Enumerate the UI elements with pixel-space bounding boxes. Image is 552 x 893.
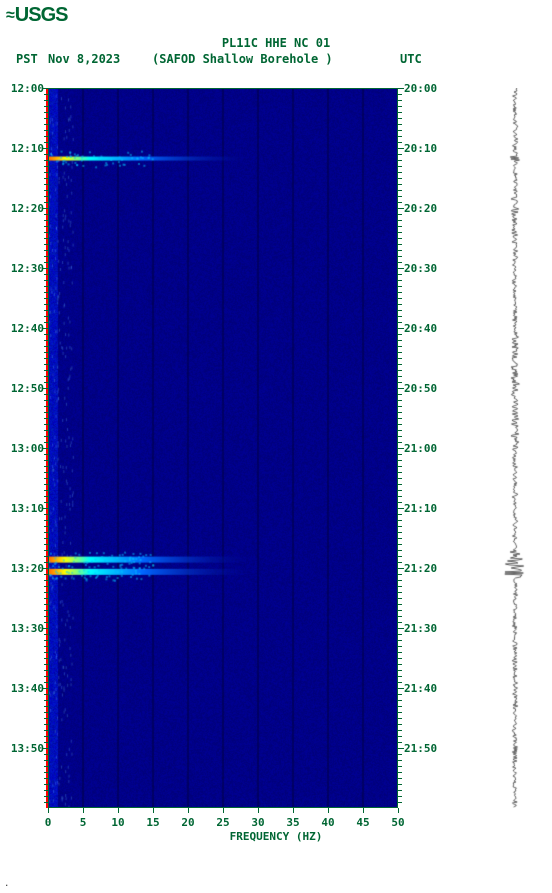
x-label: 0 [45, 816, 52, 829]
x-label: 15 [146, 816, 159, 829]
x-label: 30 [251, 816, 264, 829]
x-label: 10 [111, 816, 124, 829]
y-left-label: 13:50 [4, 742, 44, 755]
y-right-label: 21:50 [404, 742, 444, 755]
y-right-label: 20:30 [404, 262, 444, 275]
y-right-label: 20:20 [404, 202, 444, 215]
y-right-label: 21:20 [404, 562, 444, 575]
chart-title: PL11C HHE NC 01 [0, 36, 552, 50]
y-right-label: 20:10 [404, 142, 444, 155]
x-label: 5 [80, 816, 87, 829]
timezone-left: PST [16, 52, 38, 66]
y-right-label: 20:00 [404, 82, 444, 95]
seismogram-canvas [500, 88, 530, 808]
y-left-label: 13:20 [4, 562, 44, 575]
y-right-label: 21:00 [404, 442, 444, 455]
spectrogram-canvas [48, 88, 398, 808]
y-left-label: 12:40 [4, 322, 44, 335]
logo-wave-icon: ≈ [6, 7, 14, 25]
y-left-label: 13:10 [4, 502, 44, 515]
y-right-label: 21:30 [404, 622, 444, 635]
x-label: 20 [181, 816, 194, 829]
x-label: 40 [321, 816, 334, 829]
logo-text: USGS [15, 4, 68, 26]
y-right-label: 21:10 [404, 502, 444, 515]
x-label: 45 [356, 816, 369, 829]
timezone-right: UTC [400, 52, 422, 66]
spectrogram-plot [48, 88, 398, 808]
seismogram-trace [500, 88, 530, 808]
y-left-label: 12:20 [4, 202, 44, 215]
x-label: 25 [216, 816, 229, 829]
y-left-label: 13:00 [4, 442, 44, 455]
corner-mark: . [4, 879, 9, 889]
station-name: (SAFOD Shallow Borehole ) [152, 52, 333, 66]
x-axis-title: FREQUENCY (HZ) [0, 830, 552, 843]
y-right-label: 21:40 [404, 682, 444, 695]
y-left-label: 13:30 [4, 622, 44, 635]
y-right-label: 20:40 [404, 322, 444, 335]
x-label: 35 [286, 816, 299, 829]
y-left-label: 12:30 [4, 262, 44, 275]
y-left-label: 12:50 [4, 382, 44, 395]
chart-date: Nov 8,2023 [48, 52, 120, 66]
y-left-label: 12:00 [4, 82, 44, 95]
usgs-logo: ≈USGS [6, 4, 67, 27]
y-left-label: 13:40 [4, 682, 44, 695]
x-label: 50 [391, 816, 404, 829]
y-right-label: 20:50 [404, 382, 444, 395]
chart-container: ≈USGS PL11C HHE NC 01 PST Nov 8,2023 (SA… [0, 0, 552, 893]
y-left-label: 12:10 [4, 142, 44, 155]
